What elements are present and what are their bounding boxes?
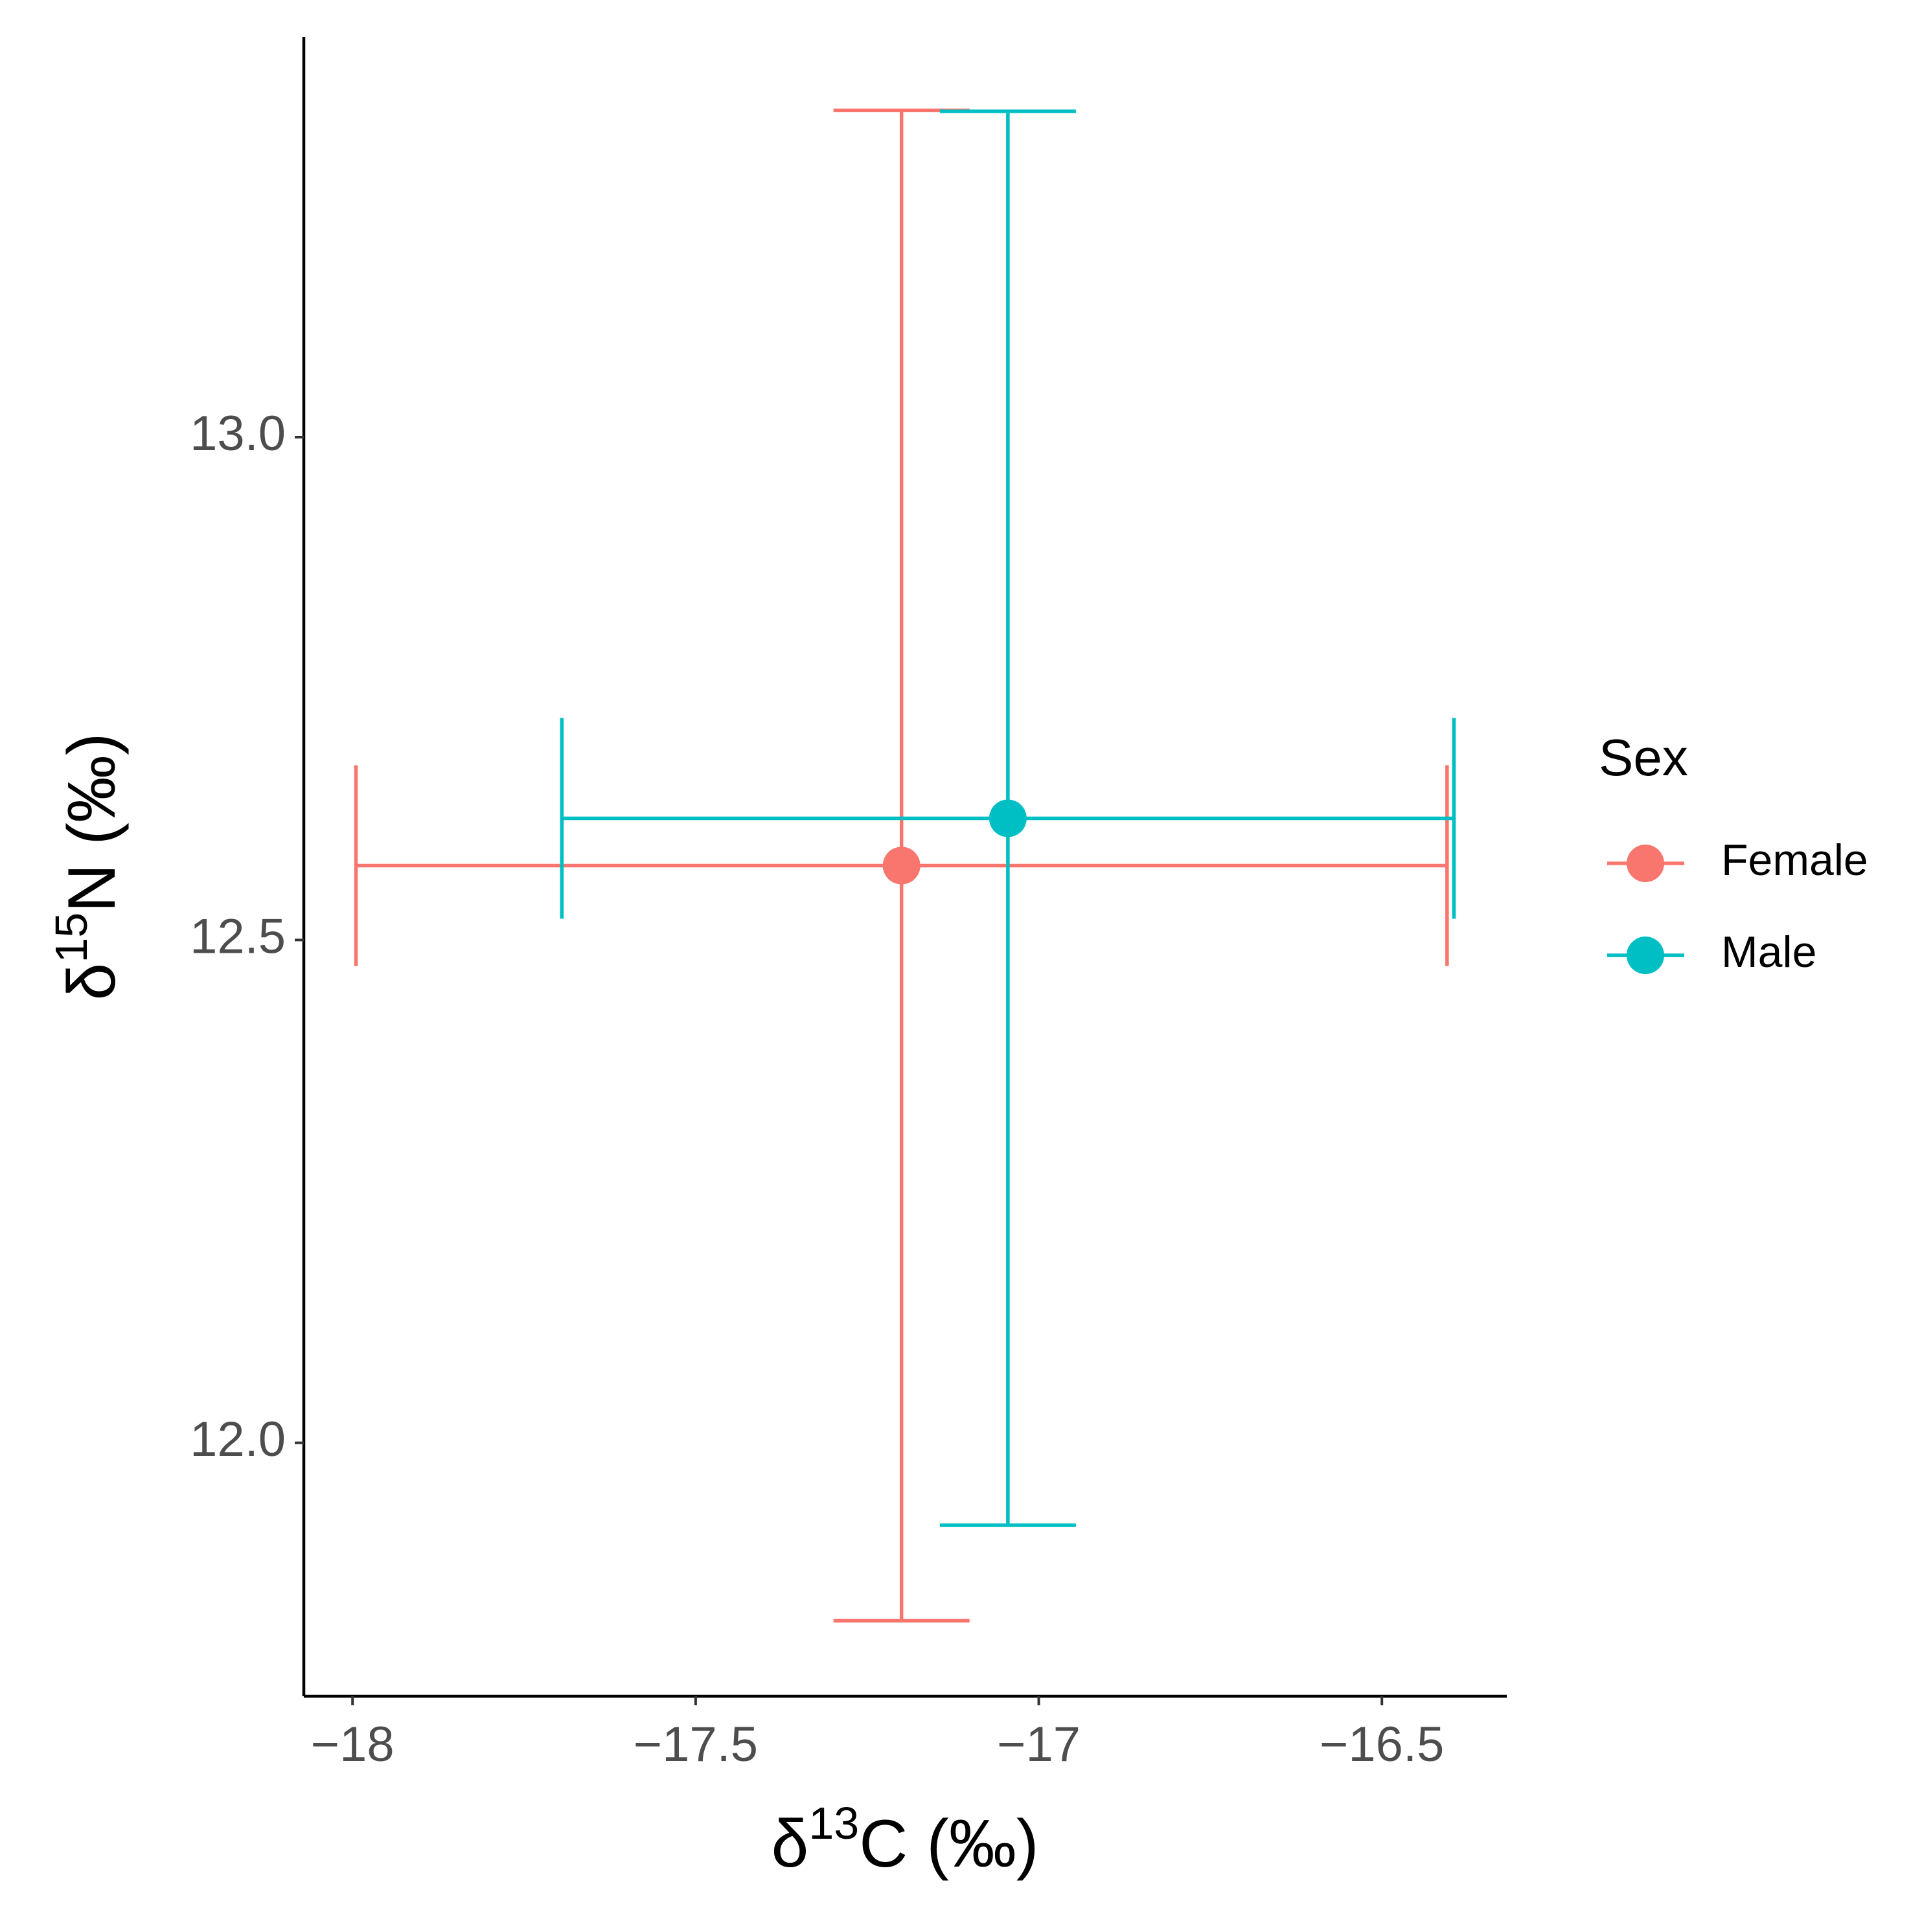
x-tick-label: −17.5	[634, 1717, 758, 1772]
y-tick-label: 13.0	[190, 406, 286, 461]
y-tick-label: 12.5	[190, 909, 286, 964]
x-axis-title: δ13C (‰)	[771, 1798, 1038, 1881]
legend-title: Sex	[1599, 729, 1688, 786]
x-title-sup: 13	[808, 1798, 859, 1848]
legend-key-point	[1627, 845, 1664, 882]
legend-label: Male	[1721, 927, 1816, 977]
x-tick-label: −17	[997, 1717, 1081, 1772]
y-tick-label: 12.0	[190, 1412, 286, 1467]
x-title-part: C (‰)	[859, 1806, 1038, 1881]
point	[989, 799, 1027, 837]
x-tick-label: −16.5	[1320, 1717, 1444, 1772]
x-tick-label: −18	[311, 1717, 395, 1772]
legend-label: Female	[1721, 835, 1868, 885]
legend-key-point	[1627, 937, 1664, 974]
y-title-part: N (‰)	[54, 733, 130, 912]
y-title-part: δ	[54, 963, 130, 1001]
x-title-part: δ	[771, 1806, 808, 1881]
point	[882, 847, 921, 885]
y-axis-title: δ15N (‰)	[46, 733, 130, 1000]
y-title-sup: 15	[46, 913, 97, 963]
